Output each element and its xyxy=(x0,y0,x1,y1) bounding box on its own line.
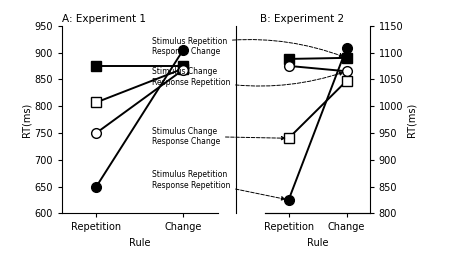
Text: A: Experiment 1: A: Experiment 1 xyxy=(62,14,146,24)
Text: B: Experiment 2: B: Experiment 2 xyxy=(260,14,344,24)
X-axis label: Rule: Rule xyxy=(307,238,328,248)
Y-axis label: RT(ms): RT(ms) xyxy=(21,102,31,137)
Y-axis label: RT(ms): RT(ms) xyxy=(406,102,416,137)
Text: Stimulus Change
Response Repetition: Stimulus Change Response Repetition xyxy=(152,67,343,87)
Text: Stimulus Change
Response Change: Stimulus Change Response Change xyxy=(152,126,285,146)
Text: Stimulus Repetition
Response Change: Stimulus Repetition Response Change xyxy=(152,36,343,57)
X-axis label: Rule: Rule xyxy=(129,238,151,248)
Text: Stimulus Repetition
Response Repetition: Stimulus Repetition Response Repetition xyxy=(152,170,285,200)
